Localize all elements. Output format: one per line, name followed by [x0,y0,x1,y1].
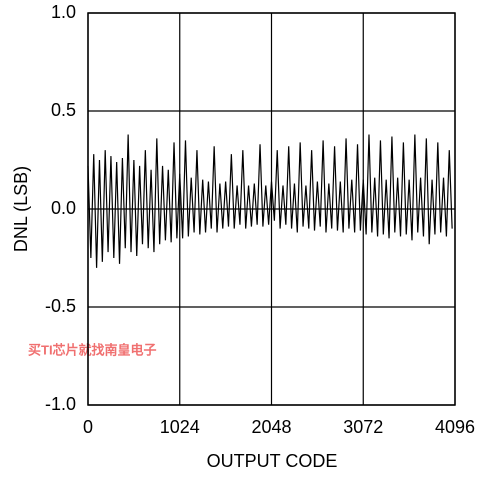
x-tick-label: 3072 [343,417,383,437]
x-tick-label: 0 [83,417,93,437]
x-tick-label: 1024 [160,417,200,437]
x-axis-label: OUTPUT CODE [207,451,338,471]
y-tick-label: 1.0 [51,2,76,22]
y-tick-label: 0.5 [51,100,76,120]
y-tick-label: 0.0 [51,198,76,218]
y-axis-label: DNL (LSB) [11,166,31,252]
y-tick-label: -0.5 [45,296,76,316]
y-tick-label: -1.0 [45,394,76,414]
data-line [87,134,453,268]
plot-frame [87,12,456,406]
x-tick-label: 2048 [251,417,291,437]
x-tick-label: 4096 [435,417,475,437]
watermark: 买TI芯片就找南皇电子 [28,342,157,357]
